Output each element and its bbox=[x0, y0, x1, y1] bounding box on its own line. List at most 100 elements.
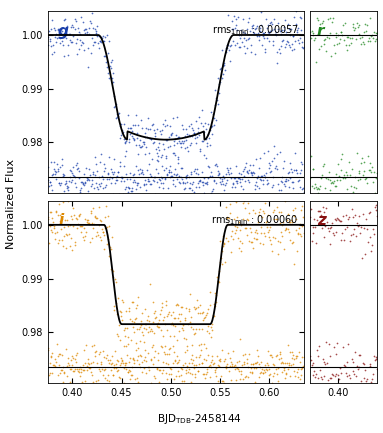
Point bbox=[267, 19, 273, 26]
Point bbox=[54, 341, 60, 348]
Point bbox=[139, 328, 145, 335]
Point bbox=[199, 107, 205, 113]
Point bbox=[253, 227, 259, 234]
Point bbox=[293, 227, 299, 234]
Point bbox=[278, 360, 284, 367]
Point bbox=[180, 139, 186, 146]
Point bbox=[278, 42, 284, 49]
Point bbox=[71, 173, 77, 180]
Point bbox=[59, 352, 65, 359]
Point bbox=[193, 305, 200, 312]
Point bbox=[213, 365, 219, 372]
Point bbox=[223, 364, 229, 371]
Point bbox=[70, 164, 76, 171]
Point bbox=[262, 48, 268, 55]
Point bbox=[128, 376, 134, 383]
Point bbox=[74, 365, 80, 372]
Point bbox=[73, 183, 79, 190]
Point bbox=[45, 34, 51, 41]
Point bbox=[203, 126, 209, 132]
Point bbox=[101, 38, 107, 45]
Point bbox=[206, 194, 213, 201]
Point bbox=[177, 180, 183, 187]
Point bbox=[114, 331, 120, 338]
Point bbox=[225, 167, 231, 174]
Point bbox=[323, 174, 329, 181]
Point bbox=[132, 315, 138, 322]
Point bbox=[234, 224, 241, 231]
Point bbox=[69, 170, 75, 177]
Point bbox=[219, 181, 226, 187]
Point bbox=[101, 354, 107, 361]
Point bbox=[90, 170, 97, 177]
Point bbox=[159, 152, 165, 159]
Point bbox=[111, 307, 118, 313]
Point bbox=[292, 372, 298, 379]
Point bbox=[89, 220, 95, 226]
Point bbox=[220, 233, 226, 239]
Point bbox=[97, 234, 103, 241]
Point bbox=[221, 379, 227, 386]
Point bbox=[184, 178, 190, 185]
Point bbox=[217, 78, 223, 85]
Point bbox=[235, 365, 241, 372]
Point bbox=[124, 369, 131, 376]
Point bbox=[203, 136, 209, 142]
Point bbox=[67, 39, 74, 45]
Point bbox=[203, 370, 209, 377]
Point bbox=[274, 204, 280, 211]
Point bbox=[267, 237, 273, 244]
Point bbox=[276, 45, 282, 52]
Point bbox=[112, 276, 118, 283]
Point bbox=[149, 326, 155, 333]
Point bbox=[265, 348, 271, 355]
Point bbox=[262, 233, 268, 240]
Point bbox=[153, 313, 159, 320]
Point bbox=[274, 370, 280, 377]
Point bbox=[255, 374, 262, 381]
Point bbox=[48, 353, 54, 360]
Point bbox=[346, 41, 352, 48]
Point bbox=[126, 358, 132, 365]
Point bbox=[353, 372, 359, 379]
Point bbox=[298, 233, 304, 240]
Point bbox=[102, 34, 108, 41]
Point bbox=[116, 307, 123, 314]
Point bbox=[248, 168, 254, 175]
Point bbox=[269, 158, 275, 165]
Point bbox=[329, 178, 335, 185]
Point bbox=[340, 213, 346, 220]
Point bbox=[162, 174, 168, 181]
Point bbox=[80, 367, 86, 374]
Point bbox=[71, 367, 77, 374]
Point bbox=[129, 187, 135, 194]
Point bbox=[110, 69, 116, 76]
Point bbox=[191, 365, 197, 372]
Point bbox=[108, 366, 114, 373]
Point bbox=[194, 387, 200, 394]
Point bbox=[162, 343, 168, 349]
Point bbox=[119, 356, 125, 363]
Point bbox=[341, 236, 347, 243]
Point bbox=[215, 75, 221, 82]
Point bbox=[142, 320, 148, 327]
Point bbox=[226, 47, 232, 54]
Point bbox=[133, 111, 139, 118]
Point bbox=[245, 176, 251, 183]
Point bbox=[223, 235, 229, 242]
Point bbox=[169, 172, 175, 179]
Point bbox=[108, 65, 114, 71]
Point bbox=[149, 155, 155, 162]
Point bbox=[131, 171, 137, 178]
Point bbox=[88, 343, 95, 349]
Point bbox=[159, 370, 165, 377]
Point bbox=[100, 38, 106, 45]
Point bbox=[174, 176, 180, 183]
Point bbox=[47, 209, 54, 216]
Point bbox=[146, 318, 152, 325]
Point bbox=[358, 41, 364, 48]
Point bbox=[274, 351, 280, 358]
Point bbox=[194, 297, 200, 304]
Point bbox=[190, 125, 196, 132]
Point bbox=[74, 50, 80, 57]
